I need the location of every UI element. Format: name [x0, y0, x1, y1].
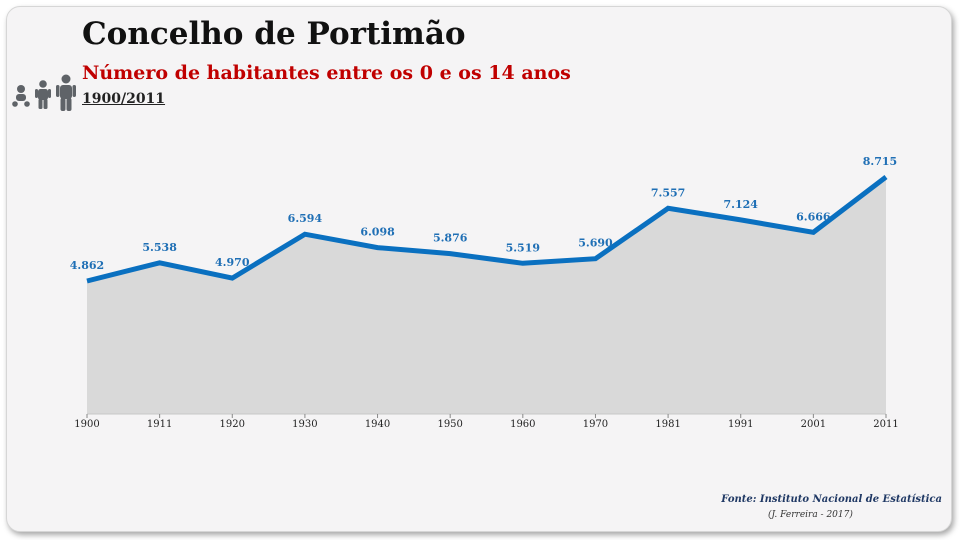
chart-area-fill — [87, 177, 886, 414]
data-label: 5.876 — [433, 232, 468, 245]
x-tick-label: 1950 — [437, 419, 462, 430]
data-label: 5.690 — [578, 237, 613, 250]
x-tick-label: 1991 — [728, 419, 753, 430]
teen-icon — [56, 74, 76, 111]
x-axis-ticks: 1900 1911 1920 1930 1940 1950 1960 1970 1981 1991… — [74, 414, 899, 430]
chart-subtitle: Número de habitantes entre os 0 e os 14 … — [82, 62, 571, 84]
data-labels: 4.862 5.538 4.970 6.594 6.098 5.876 5.519 5.690… — [70, 155, 897, 272]
data-label: 7.557 — [651, 186, 685, 199]
x-tick-label: 1970 — [583, 419, 608, 430]
page-title: Concelho de Portimão — [82, 16, 466, 52]
data-label: 5.519 — [506, 241, 540, 254]
x-tick-label: 1981 — [655, 419, 680, 430]
x-tick-label: 1930 — [292, 419, 317, 430]
x-tick-label: 1911 — [147, 419, 172, 430]
data-label: 6.666 — [796, 210, 831, 223]
data-label: 4.970 — [215, 256, 250, 269]
child-icon — [35, 80, 51, 109]
data-label: 6.098 — [360, 226, 395, 239]
period-label: 1900/2011 — [82, 91, 166, 107]
data-label: 7.124 — [724, 198, 759, 211]
x-tick-label: 1960 — [510, 419, 535, 430]
x-tick-label: 2011 — [873, 419, 898, 430]
x-tick-label: 1920 — [220, 419, 245, 430]
x-tick-label: 1900 — [74, 419, 99, 430]
data-label: 6.594 — [288, 212, 323, 225]
source-credit: Fonte: Instituto Nacional de Estatística — [721, 494, 942, 505]
data-label: 8.715 — [863, 155, 897, 168]
x-tick-label: 2001 — [801, 419, 826, 430]
baby-icon — [12, 85, 30, 107]
x-tick-label: 1940 — [365, 419, 390, 430]
data-label: 5.538 — [142, 241, 177, 254]
data-label: 4.862 — [70, 259, 104, 272]
series-line — [86, 175, 888, 284]
author-credit: (J. Ferreira - 2017) — [768, 510, 853, 520]
age-group-icons — [12, 74, 76, 111]
